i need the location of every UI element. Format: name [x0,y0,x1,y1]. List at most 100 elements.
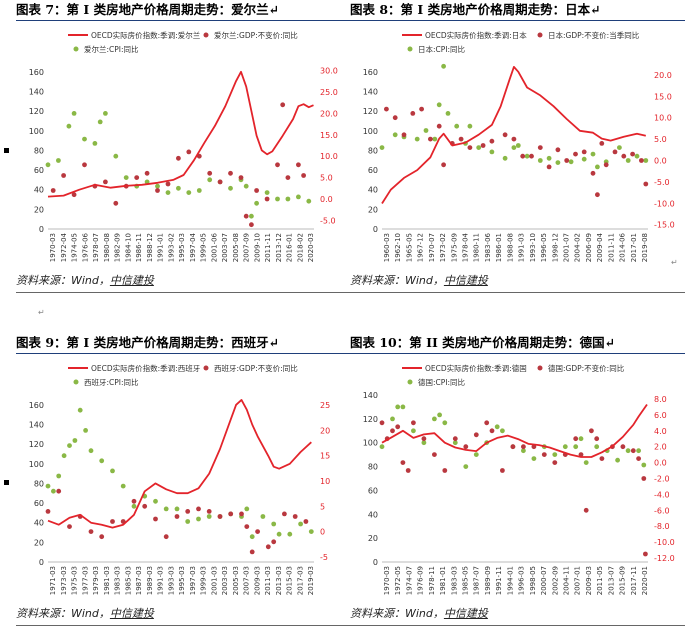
gdp-point [511,136,517,142]
gdp-point [61,173,66,178]
gdp-point [595,192,600,198]
gdp-point [282,511,287,517]
gdp-point [643,551,648,557]
gdp-point [452,436,458,442]
cpi-point [615,457,620,463]
gdp-point [292,514,298,519]
right-tick-label: -6.0 [654,506,670,515]
gdp-point [555,147,561,153]
gdp-point [599,141,605,146]
figure-8-title: 图表 8：第 I 类房地产价格周期走势：日本↵ [350,0,685,21]
cpi-point [473,452,479,457]
gdp-point [641,476,647,481]
legend-label-gdp: 爱尔兰:GDP:不变价:同比 [214,30,298,40]
gdp-point [639,158,644,163]
figure-8-panel: 图表 8：第 I 类房地产价格周期走势：日本↵ OECD实际房价指数:季调:日本… [350,0,685,293]
cpi-point [186,190,192,196]
gdp-point [510,444,516,450]
gdp-point [249,222,254,228]
gdp-point [643,181,649,187]
cpi-point [260,514,266,519]
cpi-point [155,183,160,189]
x-tick-label: 1999-05 [200,233,208,262]
gdp-point [144,170,150,176]
right-tick-label: 8.0 [654,395,667,404]
figure-9-source-org: 中信建投 [109,607,154,620]
gdp-point [163,534,169,540]
x-tick-label: 1996-03 [518,566,526,595]
figure-10-source-org: 中信建投 [443,607,488,620]
cpi-point [552,452,558,457]
gdp-point [45,509,51,514]
x-tick-label: 1970-03 [49,233,57,262]
right-tick-label: -5.0 [320,216,336,225]
cpi-point [617,145,622,150]
gdp-point [207,170,213,176]
x-tick-label: 2005-03 [232,566,240,595]
cpi-point [275,196,280,202]
right-tick-label: 5 [320,502,325,511]
cpi-point [71,111,77,116]
left-tick-label: 80 [368,463,378,472]
cpi-point [296,194,301,200]
gdp-point [400,460,406,465]
x-tick-label: 1973-03 [60,566,68,595]
gdp-point [405,468,411,473]
x-tick-label: 2013-12 [275,233,283,262]
gdp-point [196,506,201,512]
right-tick-label: 20.0 [654,71,672,80]
right-tick-label: -5.0 [654,178,670,187]
right-tick-label: -5 [320,553,328,562]
gdp-point [421,436,427,442]
gdp-point [441,162,446,168]
figure-8-source: 资料来源：Wind，中信建投 [350,270,685,293]
cpi-point [97,119,103,125]
x-tick-label: 1962-10 [394,233,402,262]
left-tick-label: 0 [39,558,44,567]
figure-7-source-prefix: 资料来源：Wind， [16,274,110,287]
cpi-point [531,456,537,461]
gdp-point [411,420,416,426]
cpi-point [524,153,530,159]
legend-label-hpi: OECD实际房价指数:季调:西班牙 [91,363,201,373]
left-tick-label: 140 [29,420,44,429]
cpi-point [153,498,158,504]
gdp-point [303,519,309,524]
cpi-point [590,151,596,157]
figure-7-source-org: 中信建投 [109,274,154,287]
left-tick-label: 60 [34,499,44,508]
gdp-point [428,136,433,142]
left-tick-label: 20 [34,538,44,547]
gdp-point [564,158,570,163]
x-tick-label: 2013-03 [275,566,283,595]
left-tick-label: 100 [363,439,378,448]
gdp-point [238,175,244,181]
x-tick-label: 1991-01 [157,233,165,262]
right-tick-label: 5.0 [320,174,333,183]
legend-swatch-cpi [407,46,413,52]
cpi-point [66,123,72,129]
x-tick-label: 1991-03 [518,233,526,262]
legend-label-cpi: 西班牙:CPI:同比 [84,377,139,387]
figure-9-source: 资料来源：Wind，中信建投 [16,603,351,626]
legend-label-hpi: OECD实际房价指数:季调:爱尔兰 [91,30,201,40]
paragraph-mark-right: ↵ [671,258,678,267]
left-tick-label: 100 [29,460,44,469]
left-tick-label: 0 [39,225,44,234]
cpi-point [421,440,427,446]
gdp-point [206,509,212,514]
gdp-point [458,136,464,142]
x-tick-label: 2020-03 [307,233,315,262]
cpi-point [306,198,312,204]
cpi-point [521,448,526,454]
cpi-point [67,443,72,448]
legend-label-gdp: 西班牙:GDP:不变价:同比 [214,363,298,373]
left-tick-label: 80 [368,146,378,155]
x-tick-label: 1982-09 [114,233,122,262]
x-tick-label: 1994-01 [506,566,514,595]
x-tick-label: 2000-07 [540,566,548,595]
left-tick-label: 40 [34,519,44,528]
gdp-point [620,444,626,450]
right-tick-label: 10.0 [320,152,338,161]
